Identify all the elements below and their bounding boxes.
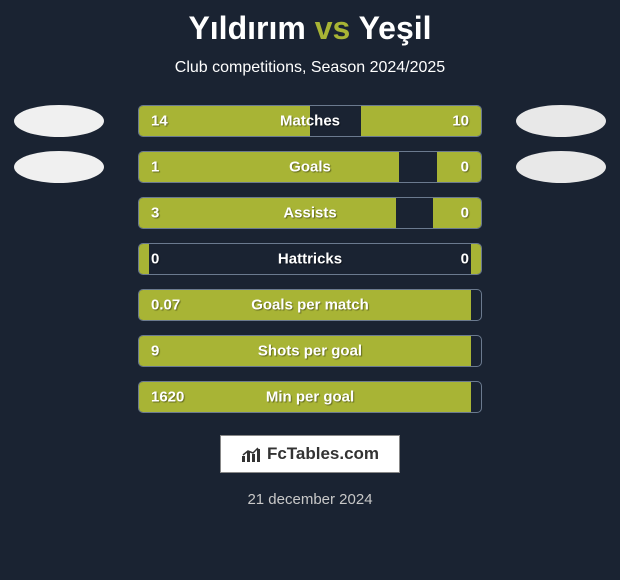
stat-bar-track: 14 10 Matches <box>138 105 482 137</box>
date: 21 december 2024 <box>247 491 372 508</box>
stat-value-right: 0 <box>461 159 469 176</box>
stat-row: 1 0 Goals <box>0 151 620 183</box>
bar-fill-right <box>437 152 481 182</box>
page-title: Yıldırım vs Yeşil <box>188 10 431 47</box>
stat-value-left: 1620 <box>151 389 184 406</box>
team-badge-left <box>14 151 104 183</box>
chart-icon <box>241 446 261 462</box>
source-logo: FcTables.com <box>220 435 400 473</box>
stat-bar-track: 1 0 Goals <box>138 151 482 183</box>
stat-bar-track: 3 0 Assists <box>138 197 482 229</box>
stat-value-left: 3 <box>151 205 159 222</box>
comparison-infographic: Yıldırım vs Yeşil Club competitions, Sea… <box>0 0 620 580</box>
stat-value-left: 14 <box>151 113 168 130</box>
stat-row: 1620 Min per goal <box>0 381 620 413</box>
stat-bar-track: 9 Shots per goal <box>138 335 482 367</box>
stat-row: 3 0 Assists <box>0 197 620 229</box>
bar-fill-left <box>139 152 399 182</box>
stat-bar-track: 0.07 Goals per match <box>138 289 482 321</box>
bar-fill-right <box>433 198 481 228</box>
stat-row: 14 10 Matches <box>0 105 620 137</box>
vs-text: vs <box>315 10 351 46</box>
stat-label: Min per goal <box>266 389 354 406</box>
stat-row: 9 Shots per goal <box>0 335 620 367</box>
team-badge-right <box>516 151 606 183</box>
stat-label: Assists <box>283 205 336 222</box>
logo-text: FcTables.com <box>267 444 379 464</box>
player1-name: Yıldırım <box>188 10 305 46</box>
stat-value-right: 10 <box>452 113 469 130</box>
stat-value-left: 0 <box>151 251 159 268</box>
stat-value-left: 0.07 <box>151 297 180 314</box>
stat-row: 0 0 Hattricks <box>0 243 620 275</box>
stat-bar-track: 0 0 Hattricks <box>138 243 482 275</box>
bar-fill-right <box>471 244 481 274</box>
stat-label: Goals <box>289 159 331 176</box>
stat-value-left: 1 <box>151 159 159 176</box>
player2-name: Yeşil <box>359 10 432 46</box>
bar-fill-left <box>139 244 149 274</box>
stat-row: 0.07 Goals per match <box>0 289 620 321</box>
bar-fill-left <box>139 198 396 228</box>
stats-rows: 1410Matches10Goals30Assists00Hattricks0.… <box>0 105 620 413</box>
team-badge-right <box>516 105 606 137</box>
stat-bar-track: 1620 Min per goal <box>138 381 482 413</box>
subtitle: Club competitions, Season 2024/2025 <box>175 59 445 77</box>
stat-value-left: 9 <box>151 343 159 360</box>
stat-label: Goals per match <box>251 297 369 314</box>
stat-value-right: 0 <box>461 205 469 222</box>
team-badge-left <box>14 105 104 137</box>
stat-value-right: 0 <box>461 251 469 268</box>
stat-label: Matches <box>280 113 340 130</box>
stat-label: Shots per goal <box>258 343 362 360</box>
stat-label: Hattricks <box>278 251 342 268</box>
